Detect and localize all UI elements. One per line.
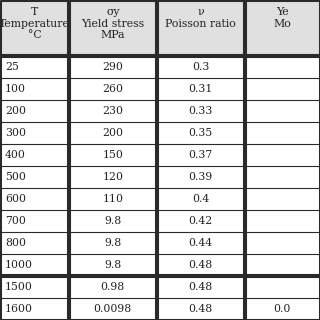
Text: 0.37: 0.37 — [189, 150, 213, 160]
Text: ν
Poisson ratio: ν Poisson ratio — [165, 7, 236, 29]
Text: 1500: 1500 — [5, 282, 33, 292]
Text: 0.0098: 0.0098 — [94, 304, 132, 314]
Text: 200: 200 — [102, 128, 123, 138]
Text: 0.42: 0.42 — [189, 216, 213, 226]
Bar — [157, 56, 245, 78]
Text: 0.98: 0.98 — [101, 282, 125, 292]
Text: 0.48: 0.48 — [189, 260, 213, 270]
Text: 230: 230 — [102, 106, 123, 116]
Bar — [0, 122, 69, 144]
Bar — [245, 276, 320, 298]
Text: 0.4: 0.4 — [192, 194, 209, 204]
Bar — [157, 166, 245, 188]
Bar — [69, 298, 157, 320]
Bar — [69, 254, 157, 276]
Bar — [69, 122, 157, 144]
Bar — [0, 276, 69, 298]
Bar — [245, 122, 320, 144]
Text: 400: 400 — [5, 150, 26, 160]
Text: 9.8: 9.8 — [104, 216, 121, 226]
Text: σy
Yield stress
MPa: σy Yield stress MPa — [81, 7, 144, 40]
Bar — [157, 232, 245, 254]
Text: 9.8: 9.8 — [104, 260, 121, 270]
Bar — [157, 100, 245, 122]
Text: 120: 120 — [102, 172, 123, 182]
Text: 150: 150 — [102, 150, 123, 160]
Bar — [157, 276, 245, 298]
Text: 200: 200 — [5, 106, 26, 116]
Bar — [245, 232, 320, 254]
Bar — [157, 210, 245, 232]
Text: 300: 300 — [5, 128, 26, 138]
Bar — [245, 210, 320, 232]
Text: 260: 260 — [102, 84, 123, 94]
Bar — [69, 210, 157, 232]
Text: 25: 25 — [5, 62, 19, 72]
Text: 290: 290 — [102, 62, 123, 72]
Bar — [0, 0, 320, 56]
Bar — [245, 78, 320, 100]
Text: 700: 700 — [5, 216, 26, 226]
Bar — [157, 144, 245, 166]
Bar — [157, 188, 245, 210]
Bar — [69, 276, 157, 298]
Bar — [0, 100, 69, 122]
Bar — [0, 56, 69, 78]
Text: 110: 110 — [102, 194, 123, 204]
Bar — [245, 100, 320, 122]
Bar — [245, 56, 320, 78]
Text: 0.33: 0.33 — [188, 106, 213, 116]
Text: T
Temperature
°C: T Temperature °C — [0, 7, 70, 40]
Text: 1000: 1000 — [5, 260, 33, 270]
Bar — [0, 298, 69, 320]
Text: 0.48: 0.48 — [189, 304, 213, 314]
Bar — [0, 144, 69, 166]
Text: 0.39: 0.39 — [189, 172, 213, 182]
Bar — [157, 122, 245, 144]
Bar — [245, 254, 320, 276]
Bar — [157, 78, 245, 100]
Text: 800: 800 — [5, 238, 26, 248]
Bar — [0, 166, 69, 188]
Text: 0.48: 0.48 — [189, 282, 213, 292]
Bar — [69, 78, 157, 100]
Text: 500: 500 — [5, 172, 26, 182]
Bar — [69, 166, 157, 188]
Text: Ye
Mo: Ye Mo — [274, 7, 291, 40]
Bar — [0, 188, 69, 210]
Text: 600: 600 — [5, 194, 26, 204]
Bar — [245, 166, 320, 188]
Bar — [0, 78, 69, 100]
Text: 100: 100 — [5, 84, 26, 94]
Text: 0.35: 0.35 — [189, 128, 213, 138]
Bar — [69, 188, 157, 210]
Bar — [69, 100, 157, 122]
Text: 9.8: 9.8 — [104, 238, 121, 248]
Bar — [69, 144, 157, 166]
Bar — [69, 232, 157, 254]
Bar — [157, 298, 245, 320]
Bar — [0, 210, 69, 232]
Bar — [0, 232, 69, 254]
Bar — [245, 298, 320, 320]
Bar — [0, 254, 69, 276]
Bar — [245, 188, 320, 210]
Bar — [245, 144, 320, 166]
Bar — [157, 254, 245, 276]
Text: 1600: 1600 — [5, 304, 33, 314]
Text: 0.44: 0.44 — [189, 238, 213, 248]
Text: 0.0: 0.0 — [274, 304, 291, 314]
Text: 0.31: 0.31 — [188, 84, 213, 94]
Text: 0.3: 0.3 — [192, 62, 210, 72]
Bar — [69, 56, 157, 78]
